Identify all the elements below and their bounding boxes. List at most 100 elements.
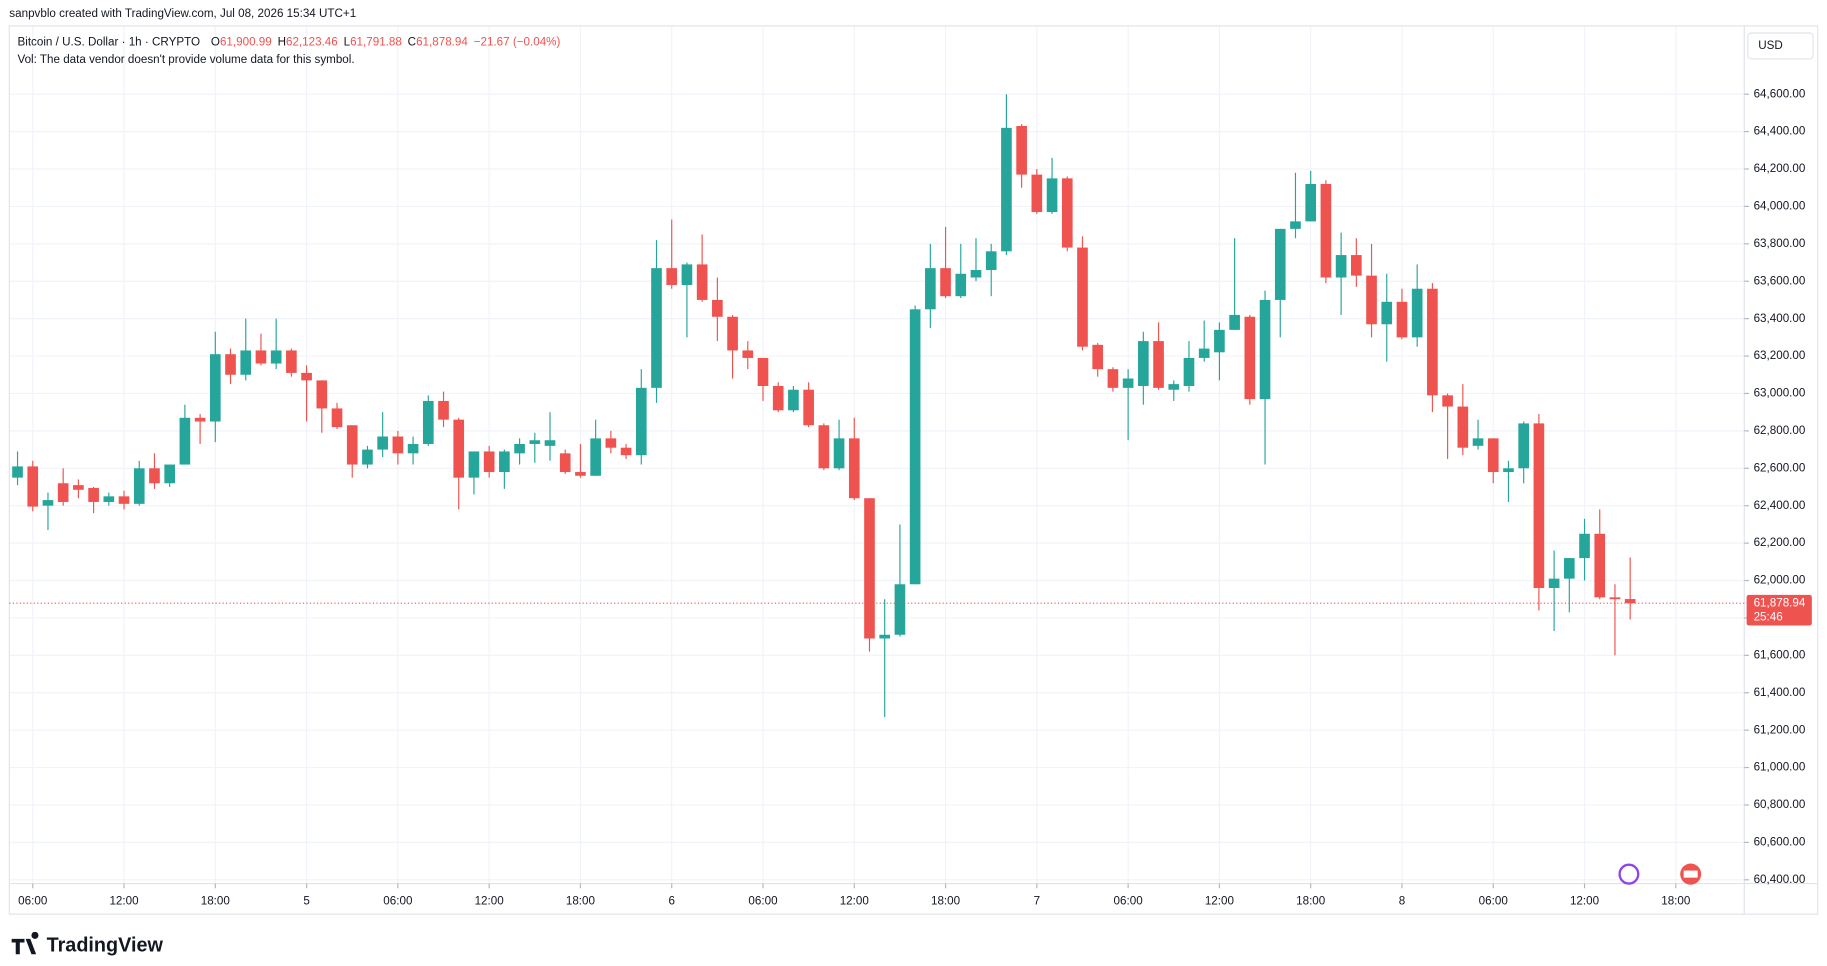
y-tick-label: 61,600.00 xyxy=(1754,648,1806,661)
legend-key: O xyxy=(211,35,220,48)
x-tick-label: 06:00 xyxy=(748,894,778,907)
candle-body xyxy=(1001,127,1012,252)
x-tick-label: 7 xyxy=(1034,894,1040,907)
candle-body xyxy=(605,438,617,448)
candle-body xyxy=(1351,255,1362,276)
candle-body xyxy=(209,354,221,422)
candle-body xyxy=(925,268,936,310)
legend-value: 61,791.88 xyxy=(350,35,402,48)
candle-body xyxy=(1396,301,1408,338)
y-tick-label: 62,000.00 xyxy=(1754,574,1806,587)
candle-body xyxy=(1259,299,1271,400)
candle-body xyxy=(1503,468,1514,473)
candle-body xyxy=(194,417,206,422)
candle-body xyxy=(1274,228,1286,300)
candle-body xyxy=(1183,357,1195,386)
last-price-box xyxy=(1746,594,1812,626)
candle-body xyxy=(1092,344,1104,370)
x-tick-label: 12:00 xyxy=(109,894,139,907)
currency-box[interactable] xyxy=(1747,32,1814,60)
candle-body xyxy=(255,350,267,364)
x-tick-label: 18:00 xyxy=(1296,894,1326,907)
candle-body xyxy=(1077,247,1088,347)
candle-body xyxy=(712,299,723,317)
candle-body xyxy=(1290,221,1301,229)
logo-mark xyxy=(11,931,39,955)
candle-body xyxy=(1153,341,1164,388)
candle-body xyxy=(468,451,480,478)
candle-body xyxy=(225,354,236,375)
legend-key: H xyxy=(278,35,286,48)
candle-body xyxy=(1594,533,1606,598)
candle-body xyxy=(453,419,465,478)
legend-value: 62,123.46 xyxy=(286,35,338,48)
y-tick-label: 61,400.00 xyxy=(1754,686,1806,699)
candle-body xyxy=(316,380,328,409)
y-tick-label: 63,000.00 xyxy=(1754,387,1806,400)
candle-body xyxy=(118,496,130,504)
candle-body xyxy=(1609,597,1621,600)
candle-body xyxy=(103,496,115,502)
symbol: Bitcoin / U.S. Dollar · 1h · CRYPTO xyxy=(17,35,200,48)
grid-layer xyxy=(9,25,1745,884)
y-tick-label: 64,400.00 xyxy=(1754,125,1806,138)
y-tick-label: 64,200.00 xyxy=(1754,162,1806,175)
candle-body xyxy=(651,268,662,388)
candle-body xyxy=(635,387,647,456)
candle-body xyxy=(620,447,632,456)
candle-body xyxy=(1061,178,1073,248)
candle-body xyxy=(1214,329,1225,353)
brand-logo xyxy=(11,931,39,955)
candle-body xyxy=(514,443,525,454)
countdown: 25:46 xyxy=(1754,610,1783,623)
candle-body xyxy=(848,438,860,499)
candle-body xyxy=(1168,384,1180,390)
x-tick-label: 06:00 xyxy=(383,894,413,907)
candle-body xyxy=(970,270,982,278)
x-tick-label: 18:00 xyxy=(201,894,231,907)
candle-body xyxy=(164,464,175,484)
currency[interactable]: USD xyxy=(1758,39,1783,52)
candle-body xyxy=(1563,558,1575,579)
watermark: sanpvblo created with TradingView.com, J… xyxy=(9,7,356,20)
candle-body xyxy=(499,451,510,473)
y-tick-label: 60,800.00 xyxy=(1754,798,1806,811)
y-tick-label: 63,600.00 xyxy=(1754,274,1806,287)
last-price-label: 61,878.94 xyxy=(1754,596,1806,609)
y-tick-label: 63,200.00 xyxy=(1754,349,1806,362)
legend-change: −21.67 (−0.04%) xyxy=(474,35,561,48)
candle-body xyxy=(1107,369,1119,388)
candle-body xyxy=(331,408,343,428)
candle-body xyxy=(1624,599,1636,604)
y-tick-label: 62,400.00 xyxy=(1754,499,1806,512)
replay-icon[interactable] xyxy=(1618,863,1640,885)
candle-body xyxy=(57,483,69,502)
y-tick-label: 62,200.00 xyxy=(1754,536,1806,549)
y-tick-label: 62,800.00 xyxy=(1754,424,1806,437)
candle-body xyxy=(1472,438,1484,446)
candle-body xyxy=(1457,406,1469,448)
x-tick-label: 12:00 xyxy=(1205,894,1235,907)
candle-body xyxy=(392,436,404,454)
x-tick-label: 06:00 xyxy=(1114,894,1144,907)
candle-body xyxy=(544,440,556,446)
y-tick-label: 64,600.00 xyxy=(1754,87,1806,100)
candle-body xyxy=(362,449,373,465)
candle-body xyxy=(1016,125,1027,175)
candle-body xyxy=(742,350,754,358)
candle-body xyxy=(559,453,571,473)
x-tick-label: 18:00 xyxy=(566,894,596,907)
candle-body xyxy=(727,316,738,351)
candle-body xyxy=(270,350,282,364)
y-tick-label: 63,400.00 xyxy=(1754,312,1806,325)
candle-body xyxy=(894,584,906,635)
x-tick-label: 18:00 xyxy=(1661,894,1691,907)
candle-body xyxy=(1122,378,1134,388)
candle-body xyxy=(149,468,160,484)
candle-body xyxy=(955,273,967,297)
candle-body xyxy=(1579,533,1590,559)
volume-note: Vol: The data vendor doesn't provide vol… xyxy=(17,53,354,66)
candle-body xyxy=(590,438,601,476)
candle-body xyxy=(407,443,419,454)
